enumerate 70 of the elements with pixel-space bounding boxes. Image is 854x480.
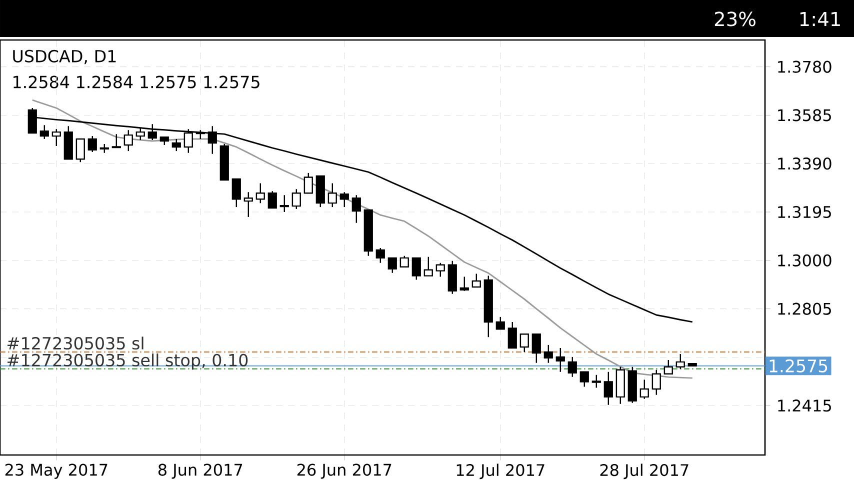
candlestick (652, 369, 661, 396)
candlestick (424, 256, 433, 276)
x-tick-label: 28 Jul 2017 (600, 464, 688, 480)
candlestick (664, 359, 673, 374)
candlestick (40, 124, 49, 140)
candlestick (340, 192, 349, 208)
candlestick (544, 344, 553, 364)
ref-line-label: #1272305035 sl (8, 336, 144, 350)
x-tick-label: 26 Jun 2017 (297, 464, 392, 479)
candlestick (388, 257, 397, 274)
y-tick-label: 1.3585 (778, 109, 831, 122)
candlestick (76, 138, 85, 163)
candlestick (64, 126, 73, 160)
candlestick (520, 334, 529, 353)
y-tick-label: 1.2415 (778, 400, 831, 412)
candlestick (496, 316, 505, 330)
candlestick (676, 353, 685, 370)
y-tick-label: 1.3780 (778, 60, 832, 73)
candlestick (508, 321, 517, 349)
candlestick (112, 133, 121, 148)
candlestick (688, 363, 697, 366)
candlestick (376, 247, 385, 264)
candlestick (640, 379, 649, 400)
candlestick (616, 366, 625, 404)
candlestick (556, 347, 565, 372)
candlestick (232, 178, 241, 208)
candlestick (484, 275, 493, 338)
candlestick (52, 128, 61, 147)
candlestick (148, 124, 157, 141)
candlestick (364, 209, 373, 257)
candlestick (304, 172, 313, 194)
candlestick (400, 255, 409, 268)
candlestick (460, 276, 469, 292)
text: USDCAD, D1 (13, 50, 116, 64)
candlestick (580, 371, 589, 388)
candlestick (532, 334, 541, 364)
candlestick (220, 143, 229, 181)
candlestick (628, 366, 637, 404)
x-tick-label: 23 May 2017 (5, 464, 108, 479)
text: 23% (714, 12, 756, 26)
candlestick (88, 135, 97, 153)
candlestick (136, 128, 145, 141)
candlestick (592, 374, 601, 388)
candlestick (244, 192, 253, 218)
candlestick (328, 182, 337, 208)
x-tick-label: 8 Jun 2017 (158, 464, 242, 479)
candlestick (352, 194, 361, 224)
candlestick (208, 126, 217, 155)
candlestick (124, 130, 133, 152)
y-tick-label: 1.3390 (778, 158, 832, 170)
candlestick (184, 128, 193, 154)
candlestick (256, 182, 265, 204)
candlestick (412, 257, 421, 280)
text: 1:41 (800, 12, 840, 26)
candlestick (568, 356, 577, 378)
candlestick (316, 175, 325, 208)
ref-line-label: 1.2575 (770, 359, 828, 372)
y-tick-label: 1.2805 (778, 302, 831, 315)
candlestick (160, 136, 169, 146)
candlestick (292, 188, 301, 210)
candlestick (172, 138, 181, 152)
y-tick-label: 1.3195 (778, 206, 831, 218)
candlestick (604, 371, 613, 406)
text: 1.2584 1.2584 1.2575 1.2575 (14, 76, 260, 88)
candlestick (448, 260, 457, 295)
candlestick (268, 190, 277, 209)
candlestick (472, 273, 481, 288)
candlestick (436, 262, 445, 278)
x-tick-label: 12 Jul 2017 (456, 464, 544, 480)
y-tick-label: 1.3000 (778, 254, 832, 266)
